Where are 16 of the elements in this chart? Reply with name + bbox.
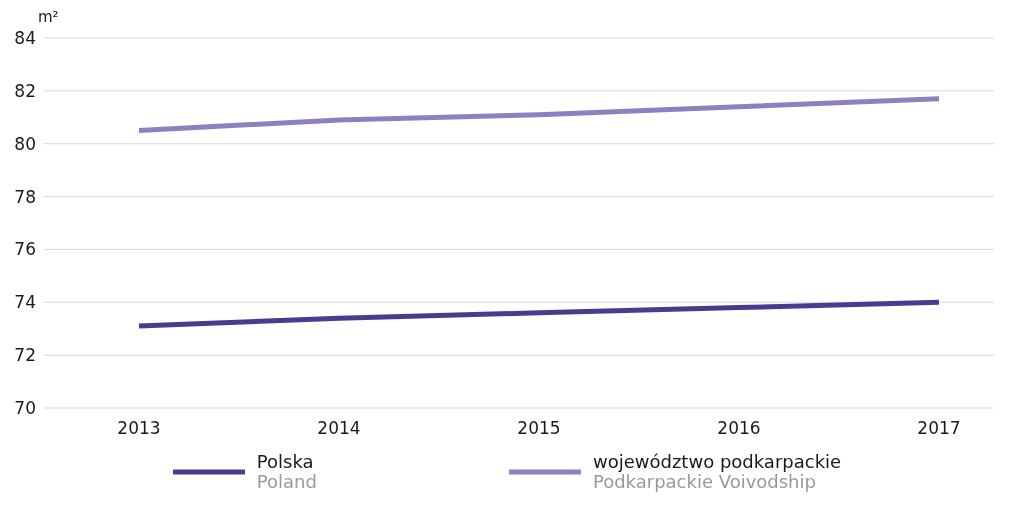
y-tick-label: 84: [14, 28, 36, 49]
y-tick-label: 74: [14, 292, 36, 313]
legend-label: Polska Poland: [256, 451, 317, 492]
y-tick-label: 80: [14, 133, 36, 154]
y-tick-label: 82: [14, 80, 36, 101]
legend-label: województwo podkarpackie Podkarpackie Voivodship: [592, 451, 842, 492]
y-tick-label: 70: [14, 398, 36, 419]
y-tick-label: 72: [14, 345, 36, 366]
x-tick-label: 2015: [517, 418, 561, 439]
y-tick-label: 78: [14, 186, 36, 207]
y-tick-label: 76: [14, 239, 36, 260]
y-axis-title: m²: [38, 8, 59, 26]
x-tick-label: 2016: [717, 418, 761, 439]
x-tick-label: 2014: [317, 418, 361, 439]
x-tick-label: 2013: [117, 418, 161, 439]
x-tick-label: 2017: [917, 418, 961, 439]
